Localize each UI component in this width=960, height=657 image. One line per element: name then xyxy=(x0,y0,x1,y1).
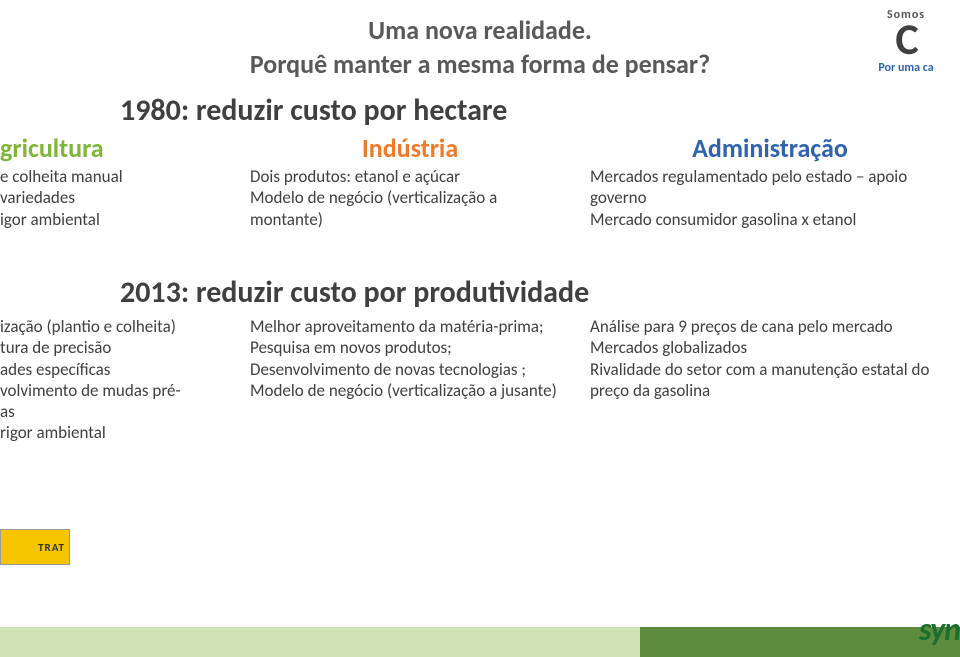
slide: Uma nova realidade. Porquê manter a mesm… xyxy=(0,0,960,657)
body-1980-industria: Dois produtos: etanol e açúcar Modelo de… xyxy=(240,162,580,234)
logo-big-letter: C xyxy=(866,22,946,57)
body-2013-admin: Análise para 9 preços de cana pelo merca… xyxy=(580,312,960,448)
title-line-1: Uma nova realidade. xyxy=(155,14,805,46)
body-2013-agricultura: ização (plantio e colheita) tura de prec… xyxy=(0,312,240,448)
body-2013-industria: Melhor aproveitamento da matéria-prima; … xyxy=(240,312,580,448)
logo-tagline: Por uma ca xyxy=(866,61,946,75)
section-2013-title: 2013: reduzir custo por produtividade xyxy=(120,274,589,311)
strat-badge: TRAT xyxy=(0,529,70,565)
syngenta-logo-fragment: syn xyxy=(919,610,960,649)
footer-bar xyxy=(0,627,960,657)
body-1980-admin: Mercados regulamentado pelo estado – apo… xyxy=(580,162,960,234)
section-1980-title: 1980: reduzir custo por hectare xyxy=(120,92,507,129)
body-1980-agricultura: e colheita manual variedades igor ambien… xyxy=(0,162,240,234)
body-1980: e colheita manual variedades igor ambien… xyxy=(0,162,960,234)
slide-title: Uma nova realidade. Porquê manter a mesm… xyxy=(155,14,805,80)
title-line-2: Porquê manter a mesma forma de pensar? xyxy=(155,48,805,80)
body-2013: ização (plantio e colheita) tura de prec… xyxy=(0,312,960,448)
brand-logo: Somos C Por uma ca xyxy=(866,8,946,88)
